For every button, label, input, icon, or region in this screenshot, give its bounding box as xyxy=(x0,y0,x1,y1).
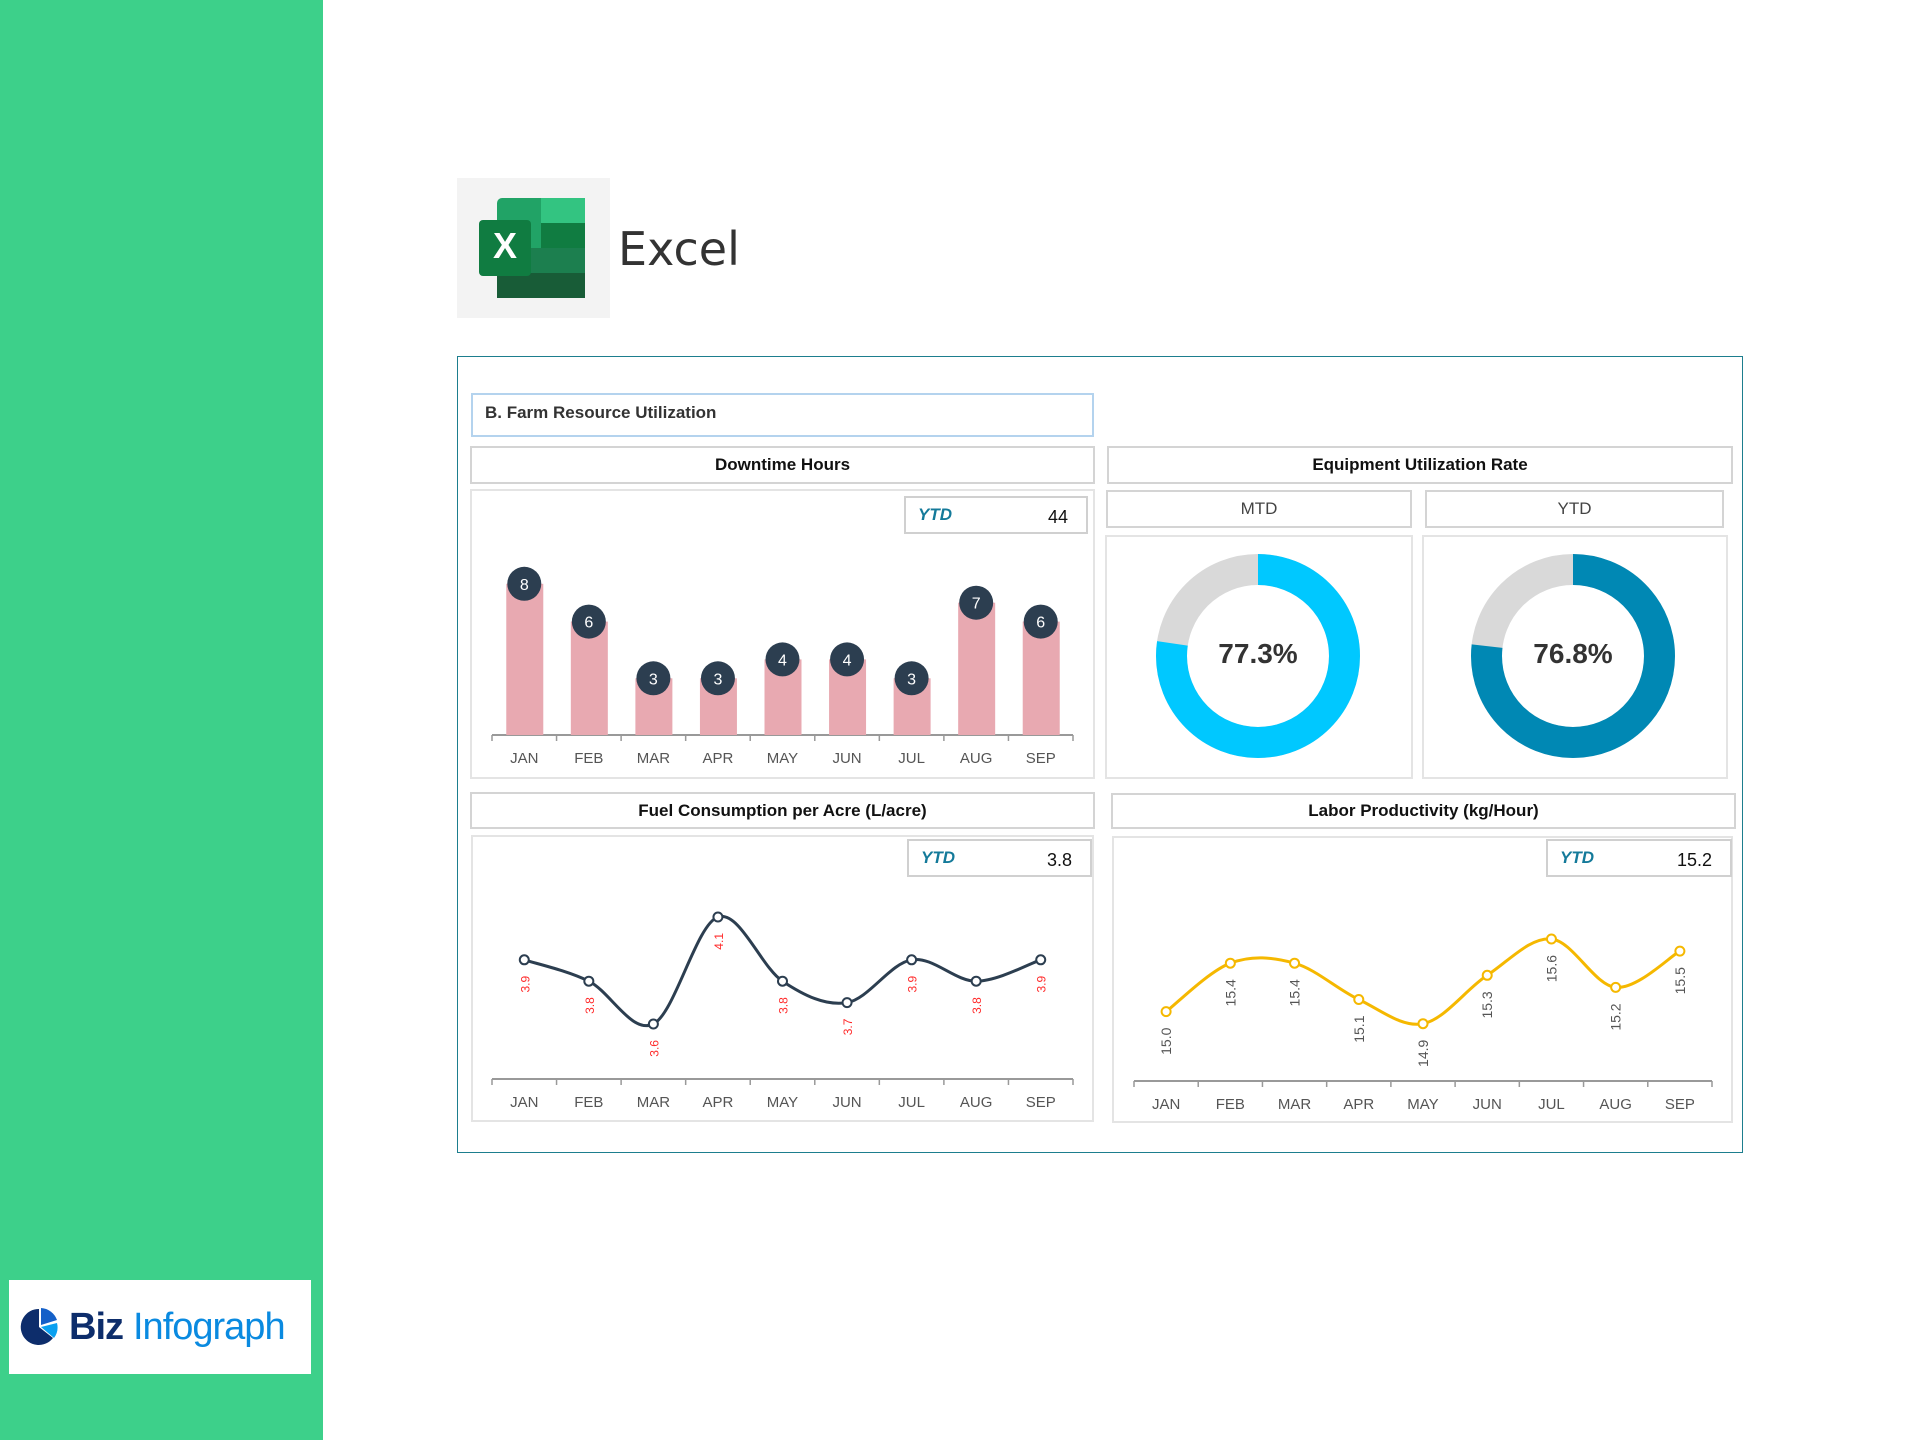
ytd-label: YTD xyxy=(921,848,955,867)
excel-logo: X xyxy=(457,178,610,318)
fuel-chart-box xyxy=(471,835,1094,1122)
app-name: Excel xyxy=(618,222,740,276)
ytd-value: 76.8% xyxy=(1533,638,1613,669)
labor-header: Labor Productivity (kg/Hour) xyxy=(1111,793,1736,829)
brand-text-biz: Biz xyxy=(69,1305,124,1348)
mtd-value: 77.3% xyxy=(1218,638,1298,669)
biz-infograph-logo: Biz Infograph xyxy=(9,1280,311,1374)
section-title: B. Farm Resource Utilization xyxy=(471,393,1094,437)
ytd-header: YTD xyxy=(1425,490,1724,528)
labor-chart-box xyxy=(1112,836,1733,1123)
ytd-value: 3.8 xyxy=(1046,849,1072,870)
equipment-header: Equipment Utilization Rate xyxy=(1107,446,1733,484)
fuel-ytd-box: YTD 3.8 xyxy=(907,839,1092,877)
labor-ytd-box: YTD 15.2 xyxy=(1546,839,1732,877)
ytd-donut-box xyxy=(1422,535,1728,779)
excel-icon: X xyxy=(479,198,585,298)
ytd-label: YTD xyxy=(1560,848,1594,867)
fuel-header: Fuel Consumption per Acre (L/acre) xyxy=(470,792,1095,829)
svg-text:X: X xyxy=(493,225,517,266)
ytd-value: 44 xyxy=(1047,506,1068,527)
sidebar xyxy=(0,0,323,1440)
downtime-ytd-box: YTD 44 xyxy=(904,496,1088,534)
mtd-header: MTD xyxy=(1106,490,1412,528)
mtd-donut-box xyxy=(1105,535,1413,779)
brand-text-infograph: Infograph xyxy=(133,1305,286,1348)
ytd-label: YTD xyxy=(918,505,952,524)
dashboard-frame xyxy=(457,356,1743,1153)
downtime-chart-box xyxy=(470,489,1095,779)
downtime-header: Downtime Hours xyxy=(470,446,1095,484)
pie-logo-icon xyxy=(20,1308,58,1345)
ytd-value: 15.2 xyxy=(1676,849,1712,870)
